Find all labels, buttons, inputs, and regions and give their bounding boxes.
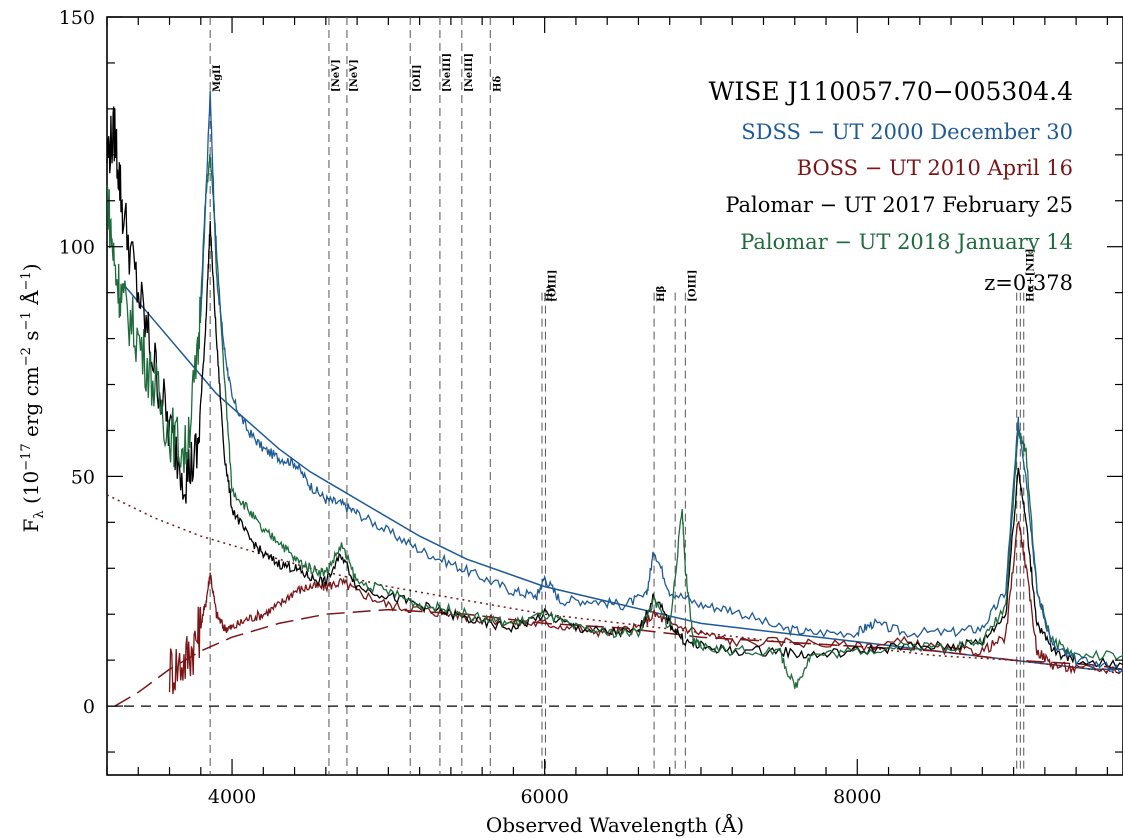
- y-axis-exp2: −2: [19, 347, 34, 366]
- y-axis-lambda: λ: [32, 510, 47, 518]
- line-label-6: Hδ: [492, 76, 503, 92]
- y-tick-label: 100: [59, 237, 95, 259]
- y-axis-open: (10: [19, 471, 43, 511]
- emission-line-markers: MgII [NeV] [NeV] [OII] [NeIII] [NeIII] HδHγ[OI…: [209, 17, 1037, 775]
- y-axis-title: Fλ (10−17 erg cm−2 s−1 Å−1): [18, 263, 47, 532]
- y-tick-label: 50: [71, 466, 95, 488]
- y-axis-s: s: [19, 330, 43, 347]
- plot-frame: [106, 16, 1123, 776]
- y-axis-exp17: −17: [19, 443, 34, 470]
- line-label-9: Hβ: [656, 285, 667, 301]
- line-label-8: [OIII]: [547, 270, 558, 302]
- y-tick-label: 150: [59, 7, 95, 29]
- line-label-5: [NeIII]: [464, 53, 475, 92]
- spectrum-series-1: [168, 521, 1123, 695]
- legend-entry-sdss: SDSS − UT 2000 December 30: [741, 120, 1073, 144]
- redshift-label: z=0.378: [984, 271, 1073, 295]
- tick-labels: 4000 6000 8000 0 50 100 150: [59, 7, 882, 808]
- model-curves: [106, 282, 1123, 707]
- model-curve-dashed: [114, 608, 1123, 707]
- y-tick-label: 0: [83, 696, 95, 718]
- line-label-7: Hγ: [544, 285, 555, 301]
- legend-entry-boss: BOSS − UT 2010 April 16: [797, 156, 1073, 180]
- chart-title: WISE J110057.70−005304.4: [709, 77, 1073, 106]
- spectrum-series-0: [200, 90, 1123, 675]
- y-axis-close: ): [19, 263, 43, 271]
- model-curve-solid: [122, 282, 1123, 671]
- x-tick-label: 8000: [833, 786, 881, 808]
- x-tick-label: 4000: [208, 786, 256, 808]
- y-axis-exp1a: −1: [19, 311, 34, 330]
- line-label-4: [NeIII]: [442, 53, 453, 92]
- line-label-3: [OII]: [412, 64, 423, 92]
- y-axis-exp1b: −1: [19, 271, 34, 290]
- line-label-1: [NeV]: [331, 59, 342, 92]
- line-label-2: [NeV]: [349, 59, 360, 92]
- legend-entry-palomar-2017: Palomar − UT 2017 February 25: [725, 193, 1073, 217]
- line-label-10: [OIII]: [687, 270, 698, 302]
- y-axis-erg: erg cm: [19, 366, 43, 443]
- spectrum-series-2: [106, 106, 1123, 670]
- x-tick-label: 6000: [520, 786, 568, 808]
- x-axis-title: Observed Wavelength (Å): [486, 812, 744, 837]
- y-axis-f: F: [19, 519, 43, 533]
- axis-ticks: [106, 16, 1123, 775]
- line-label-0: MgII: [212, 64, 223, 92]
- line-label-11: Hα+[NII]: [1026, 248, 1037, 301]
- legend-entry-palomar-2018: Palomar − UT 2018 January 14: [740, 230, 1073, 254]
- model-curve-dotted: [106, 494, 1123, 675]
- y-axis-ang: Å: [18, 290, 43, 311]
- spectra: [106, 90, 1123, 695]
